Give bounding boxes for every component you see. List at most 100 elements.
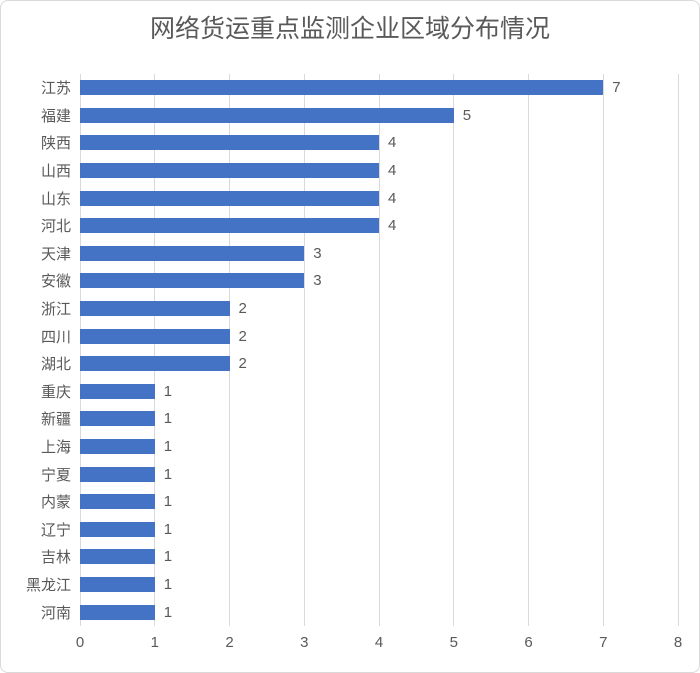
plot-area: 7 5 4 4 4 4 3 3 2 2 2 1 1 1 1 1 1 1 1 1: [79, 74, 679, 626]
category-label: 陕西: [40, 135, 71, 153]
bar: [80, 411, 155, 427]
bar-value-label: 5: [462, 106, 472, 124]
bar-rows: 7 5 4 4 4 4 3 3 2 2 2 1 1 1 1 1 1 1 1 1: [80, 74, 678, 626]
category-label: 江苏: [40, 80, 71, 98]
gridline: [229, 74, 230, 626]
x-tick-label: 1: [150, 634, 159, 651]
chart-title: 网络货运重点监测企业区域分布情况: [149, 15, 550, 43]
x-tick-label: 7: [599, 634, 608, 651]
bar-value-label: 1: [163, 465, 173, 483]
bar-row: 1: [80, 543, 678, 571]
category-axis: 江苏 福建 陕西 山西 山东 河北 天津 安徽 浙江 四川 湖北 重庆 新疆 上海 宁夏 内蒙 辽宁 吉林 黑龙江河…: [1, 74, 80, 626]
category-label: 安徽: [40, 273, 71, 291]
bar-row: 1: [80, 405, 678, 433]
bar-row: 7: [80, 74, 678, 102]
gridline: [303, 74, 305, 626]
category-label: 宁夏: [40, 466, 71, 484]
bar-value-label: 1: [163, 548, 173, 566]
bar-row: 3: [80, 267, 678, 295]
gridline: [378, 74, 380, 626]
x-tick-label: 4: [374, 634, 384, 651]
category-label: 天津: [40, 245, 71, 263]
bar: [80, 328, 230, 344]
bar: [80, 549, 155, 565]
bar-row: 5: [80, 102, 678, 130]
bar-row: 2: [80, 295, 678, 323]
gridline: [453, 74, 455, 626]
bar-value-label: 4: [388, 189, 397, 207]
bar: [80, 521, 155, 537]
bar: [80, 439, 155, 455]
bar-row: 1: [80, 378, 678, 406]
x-tick-label: 0: [75, 634, 85, 651]
bar: [80, 356, 230, 372]
bar-value-label: 1: [163, 603, 173, 621]
gridline: [602, 74, 604, 626]
bar: [80, 604, 155, 620]
category-label: 山西: [40, 163, 71, 181]
category-label: 浙江: [40, 301, 71, 319]
category-label: 河南: [40, 604, 71, 622]
bar-value-label: 2: [238, 355, 247, 373]
x-tick-label: 5: [449, 634, 458, 651]
category-label: 吉林: [40, 549, 71, 567]
bar: [80, 383, 155, 399]
category-label: 河北: [40, 218, 71, 236]
bar: [80, 466, 155, 482]
gridline: [154, 74, 156, 626]
x-tick-label: 8: [673, 634, 683, 651]
bar-value-label: 1: [163, 575, 173, 593]
bar-value-label: 1: [163, 493, 173, 511]
category-label: 辽宁: [40, 521, 71, 539]
bar-row: 4: [80, 129, 678, 157]
bar-value-label: 3: [313, 272, 322, 290]
bar-value-label: 1: [163, 520, 173, 538]
bar: [80, 245, 305, 261]
bar: [80, 218, 379, 234]
bar-value-label: 2: [238, 300, 247, 318]
bar-row: 4: [80, 184, 678, 212]
bar: [80, 135, 379, 151]
bar-row: 4: [80, 157, 678, 185]
bar: [80, 80, 604, 96]
bar-value-label: 2: [238, 327, 247, 345]
bar-row: 1: [80, 460, 678, 488]
category-label: 山东: [40, 190, 71, 208]
category-label: 内蒙: [40, 494, 71, 512]
gridline: [79, 74, 81, 626]
category-label: 上海: [40, 439, 71, 457]
x-tick-label: 3: [300, 634, 309, 651]
bar-row: 1: [80, 598, 678, 626]
category-label: 新疆: [40, 411, 71, 429]
bar-value-label: 4: [388, 217, 397, 235]
category-label: 湖北: [40, 356, 71, 374]
x-tick-label: 2: [225, 634, 234, 651]
bar: [80, 107, 454, 123]
bar: [80, 190, 379, 206]
bar-row: 1: [80, 571, 678, 599]
bar-row: 2: [80, 322, 678, 350]
bar: [80, 301, 230, 317]
category-label: 重庆: [40, 383, 71, 401]
x-tick-label: 6: [524, 634, 533, 651]
category-label: 福建: [40, 107, 71, 125]
bar-row: 1: [80, 488, 678, 516]
gridline: [677, 74, 679, 626]
bar-value-label: 1: [163, 438, 173, 456]
bar-row: 1: [80, 516, 678, 544]
bar-row: 1: [80, 433, 678, 461]
bar: [80, 273, 305, 289]
bar-row: 2: [80, 350, 678, 378]
bar-value-label: 4: [388, 134, 397, 152]
bar: [80, 494, 155, 510]
bar-value-label: 4: [388, 162, 397, 180]
gridline: [528, 74, 529, 626]
category-label: 四川: [40, 328, 71, 346]
bar-value-label: 7: [612, 79, 621, 97]
bar-row: 4: [80, 212, 678, 240]
bar-row: 3: [80, 240, 678, 268]
bar: [80, 576, 155, 592]
value-axis: 0 1 2 3 4 5 6 7 8: [76, 634, 682, 654]
bar-value-label: 1: [163, 382, 173, 400]
